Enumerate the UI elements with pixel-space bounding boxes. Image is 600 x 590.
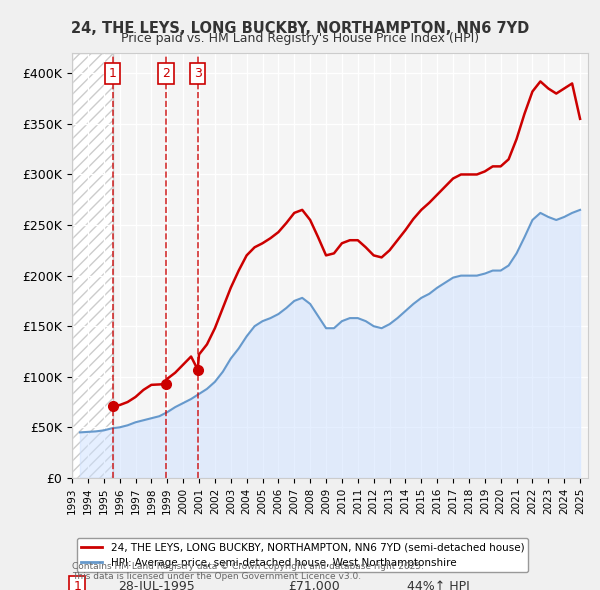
Text: 24, THE LEYS, LONG BUCKBY, NORTHAMPTON, NN6 7YD: 24, THE LEYS, LONG BUCKBY, NORTHAMPTON, …: [71, 21, 529, 35]
Text: 28-JUL-1995: 28-JUL-1995: [118, 580, 195, 590]
Bar: [72, 53, 113, 478]
Text: 1: 1: [73, 580, 81, 590]
Text: 44%↑ HPI: 44%↑ HPI: [407, 580, 470, 590]
Text: 3: 3: [194, 67, 202, 80]
Text: 1: 1: [109, 67, 117, 80]
Text: Price paid vs. HM Land Registry's House Price Index (HPI): Price paid vs. HM Land Registry's House …: [121, 32, 479, 45]
Bar: [72, 53, 113, 478]
Text: £71,000: £71,000: [289, 580, 340, 590]
Legend: 24, THE LEYS, LONG BUCKBY, NORTHAMPTON, NN6 7YD (semi-detached house), HPI: Aver: 24, THE LEYS, LONG BUCKBY, NORTHAMPTON, …: [77, 538, 529, 572]
Text: Contains HM Land Registry data © Crown copyright and database right 2025.
This d: Contains HM Land Registry data © Crown c…: [72, 562, 424, 581]
Text: 2: 2: [162, 67, 170, 80]
